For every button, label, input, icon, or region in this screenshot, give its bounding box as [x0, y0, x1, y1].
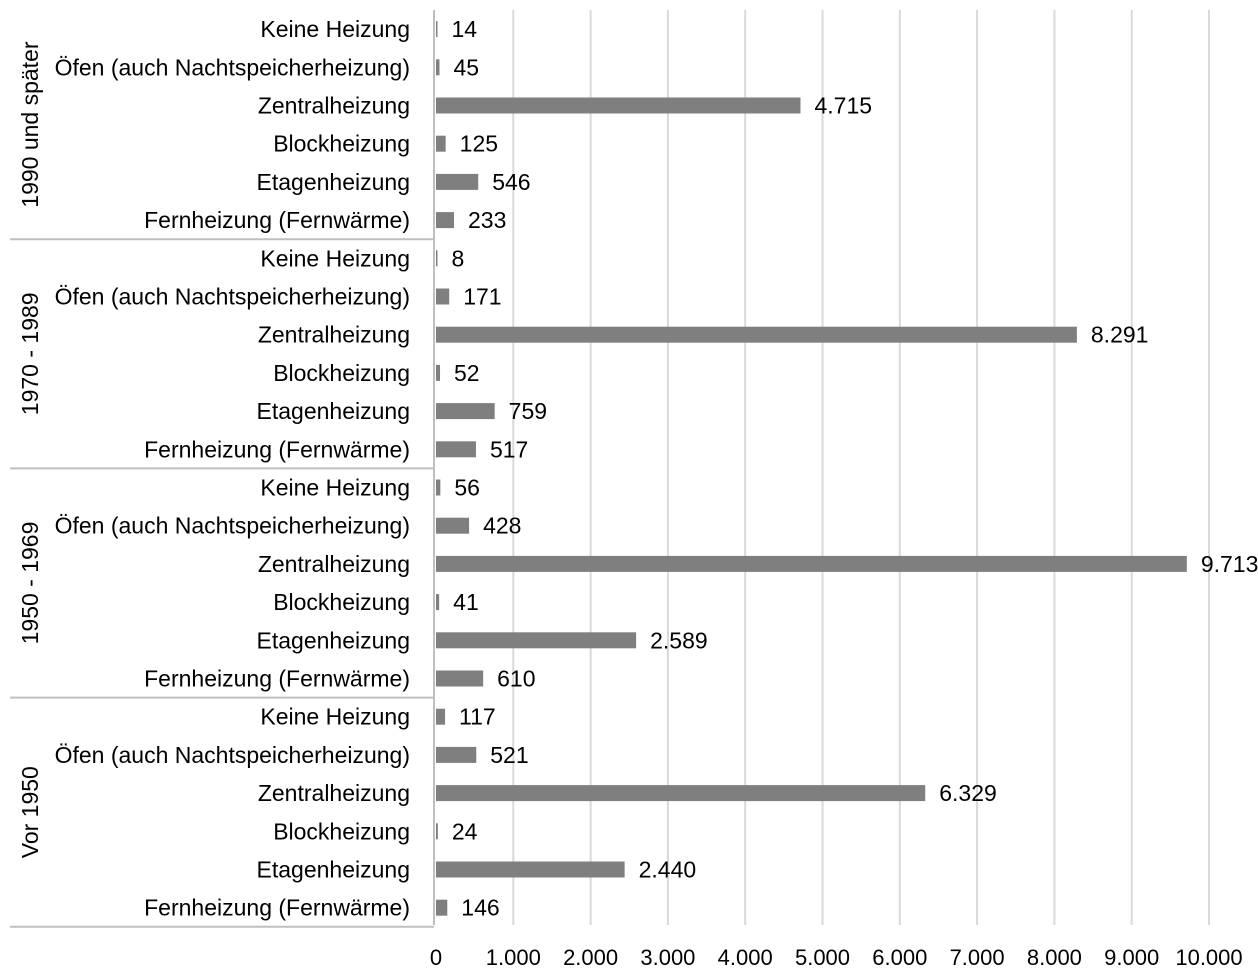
data-label: 8.291: [1091, 322, 1149, 348]
category-label: Etagenheizung: [257, 627, 410, 653]
category-label: Keine Heizung: [260, 704, 410, 730]
category-label: Öfen (auch Nachtspeicherheizung): [55, 284, 410, 310]
data-label: 171: [463, 284, 501, 310]
data-label: 24: [452, 818, 478, 844]
bar: [436, 135, 446, 152]
data-label: 117: [459, 704, 496, 730]
data-label: 546: [492, 169, 530, 195]
data-label: 125: [460, 131, 498, 157]
x-tick-label: 8.000: [1027, 945, 1082, 970]
category-label: Öfen (auch Nachtspeicherheizung): [55, 742, 410, 768]
data-label: 14: [452, 16, 478, 42]
category-label: Blockheizung: [273, 360, 410, 386]
x-tick-label: 1.000: [486, 945, 541, 970]
bar: [436, 403, 495, 420]
bar: [436, 59, 440, 76]
category-label: Zentralheizung: [258, 322, 410, 348]
x-tick-label: 0: [430, 945, 442, 970]
bar: [436, 326, 1077, 343]
data-label: 52: [454, 360, 480, 386]
category-labels: Keine Heizung Öfen (auch Nachtspeicherhei…: [55, 16, 410, 921]
data-label: 4.715: [814, 93, 872, 119]
category-label: Öfen (auch Nachtspeicherheizung): [55, 54, 410, 80]
group-labels: 1990 und später 1970 - 1989 1950 - 1969 Vor…: [17, 41, 43, 858]
data-label: 521: [490, 742, 528, 768]
category-label: Etagenheizung: [257, 398, 410, 424]
x-tick-label: 9.000: [1104, 945, 1159, 970]
x-tick-label: 7.000: [950, 945, 1005, 970]
data-label: 2.589: [650, 627, 708, 653]
category-label: Zentralheizung: [258, 551, 410, 577]
bar: [436, 823, 438, 840]
data-label: 233: [468, 207, 506, 233]
x-tick-label: 2.000: [563, 945, 618, 970]
category-label: Fernheizung (Fernwärme): [144, 207, 410, 233]
category-label: Zentralheizung: [258, 780, 410, 806]
category-label: Keine Heizung: [260, 245, 410, 271]
bar: [436, 288, 450, 305]
x-tick-label: 5.000: [795, 945, 850, 970]
category-label: Keine Heizung: [260, 16, 410, 42]
bar: [436, 899, 448, 916]
bar: [436, 364, 441, 381]
data-label: 759: [509, 398, 547, 424]
bar: [436, 173, 479, 190]
bar: [436, 250, 438, 267]
x-tick-label: 4.000: [718, 945, 773, 970]
data-label: 2.440: [639, 857, 697, 883]
group-label: 1990 und später: [17, 41, 43, 208]
data-label: 146: [461, 895, 499, 921]
bar: [436, 21, 438, 38]
bar: [436, 517, 470, 534]
x-tick-labels: 0 1.000 2.000 3.000 4.000 5.000 6.000 7.000 8.00…: [430, 945, 1243, 970]
x-tick-label: 3.000: [640, 945, 695, 970]
bar: [436, 479, 441, 496]
bar: [436, 632, 637, 649]
bar: [436, 212, 455, 229]
bar: [436, 594, 440, 611]
data-label: 610: [497, 666, 535, 692]
data-label: 41: [453, 589, 479, 615]
x-tick-label: 10.000: [1175, 945, 1242, 970]
bar: [436, 670, 484, 687]
category-label: Fernheizung (Fernwärme): [144, 436, 410, 462]
data-label: 428: [483, 513, 521, 539]
bar: [436, 441, 476, 458]
group-label: 1950 - 1969: [17, 522, 43, 645]
category-label: Öfen (auch Nachtspeicherheizung): [55, 513, 410, 539]
data-label: 56: [454, 475, 480, 501]
bar: [436, 861, 625, 878]
category-label: Etagenheizung: [257, 169, 410, 195]
data-label: 8: [452, 245, 465, 271]
bar: [436, 785, 926, 802]
bars: [436, 21, 1187, 916]
group-label: 1970 - 1989: [17, 292, 43, 415]
category-label: Fernheizung (Fernwärme): [144, 895, 410, 921]
category-label: Blockheizung: [273, 131, 410, 157]
category-label: Zentralheizung: [258, 93, 410, 119]
category-label: Keine Heizung: [260, 475, 410, 501]
data-label: 517: [490, 436, 528, 462]
category-label: Fernheizung (Fernwärme): [144, 666, 410, 692]
group-label: Vor 1950: [17, 766, 43, 858]
bar: [436, 708, 446, 725]
bar: [436, 746, 477, 763]
data-label: 6.329: [939, 780, 997, 806]
bar: [436, 555, 1187, 572]
category-label: Etagenheizung: [257, 857, 410, 883]
x-tick-label: 6.000: [872, 945, 927, 970]
data-label: 45: [453, 54, 479, 80]
axes: [10, 10, 435, 928]
bar: [436, 97, 801, 114]
category-label: Blockheizung: [273, 818, 410, 844]
grid-lines: [512, 10, 1210, 925]
category-label: Blockheizung: [273, 589, 410, 615]
data-label: 9.713: [1201, 551, 1258, 577]
